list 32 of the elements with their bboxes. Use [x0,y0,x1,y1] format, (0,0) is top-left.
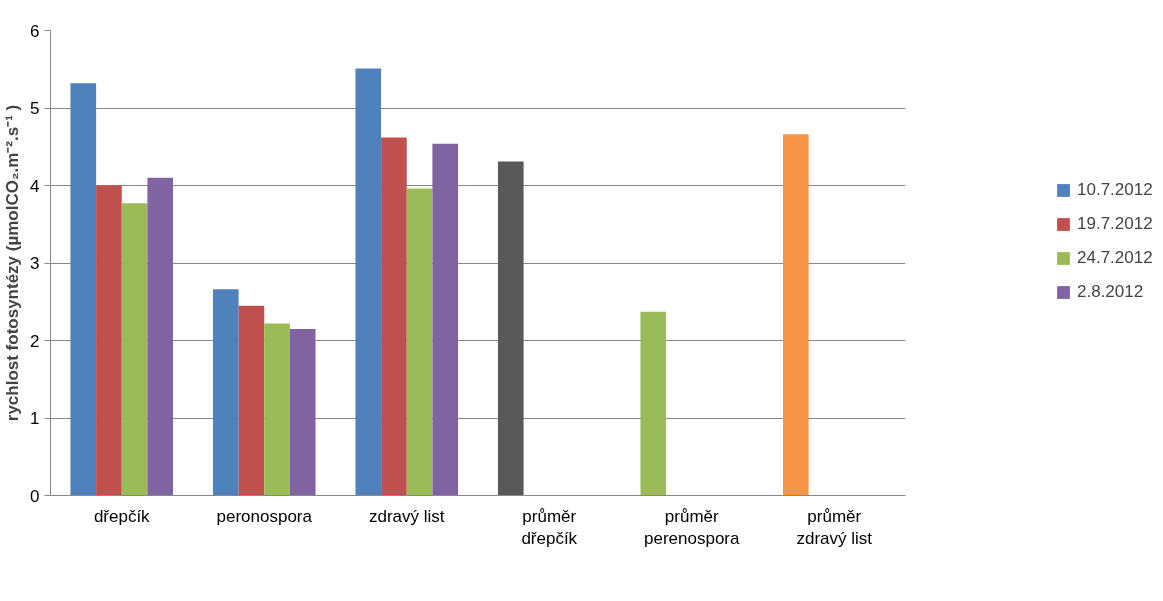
legend-label: 10.7.2012 [1077,180,1153,200]
y-axis-title: rychlost fotosyntézy (µmolCO₂.m⁻².s⁻¹ ) [3,104,23,422]
x-tick-label: dřepčík [93,506,151,526]
bar [782,134,809,496]
bar [121,203,148,496]
x-tick-label: peronospora [216,506,313,526]
x-tick-label: zdravý list [368,506,445,526]
x-tick-label: průměr zdravý list [796,506,873,549]
bar [289,328,316,496]
y-tick-label: 1 [30,409,40,428]
bar [381,137,407,496]
legend-label: 24.7.2012 [1077,248,1153,268]
y-tick-label: 0 [30,486,40,506]
bar [497,161,524,496]
legend-label: 19.7.2012 [1077,214,1153,234]
bar [96,185,122,496]
x-tick-label: průměr perenospora [644,506,741,549]
y-tick-label: 2 [30,331,40,351]
bar [264,323,290,496]
legend-label: 2.8.2012 [1077,282,1144,302]
y-tick-label: 4 [30,176,40,196]
y-tick-label: 3 [30,254,40,273]
y-tick-label: 5 [30,99,40,118]
bar [355,68,382,496]
x-tick-label: průměr dřepčík [521,506,578,549]
y-tick-label: 6 [30,21,40,41]
bar [406,188,433,496]
bar [238,305,265,496]
bar [147,177,174,496]
bar [212,289,239,496]
bar [70,83,97,496]
bar [432,143,459,496]
